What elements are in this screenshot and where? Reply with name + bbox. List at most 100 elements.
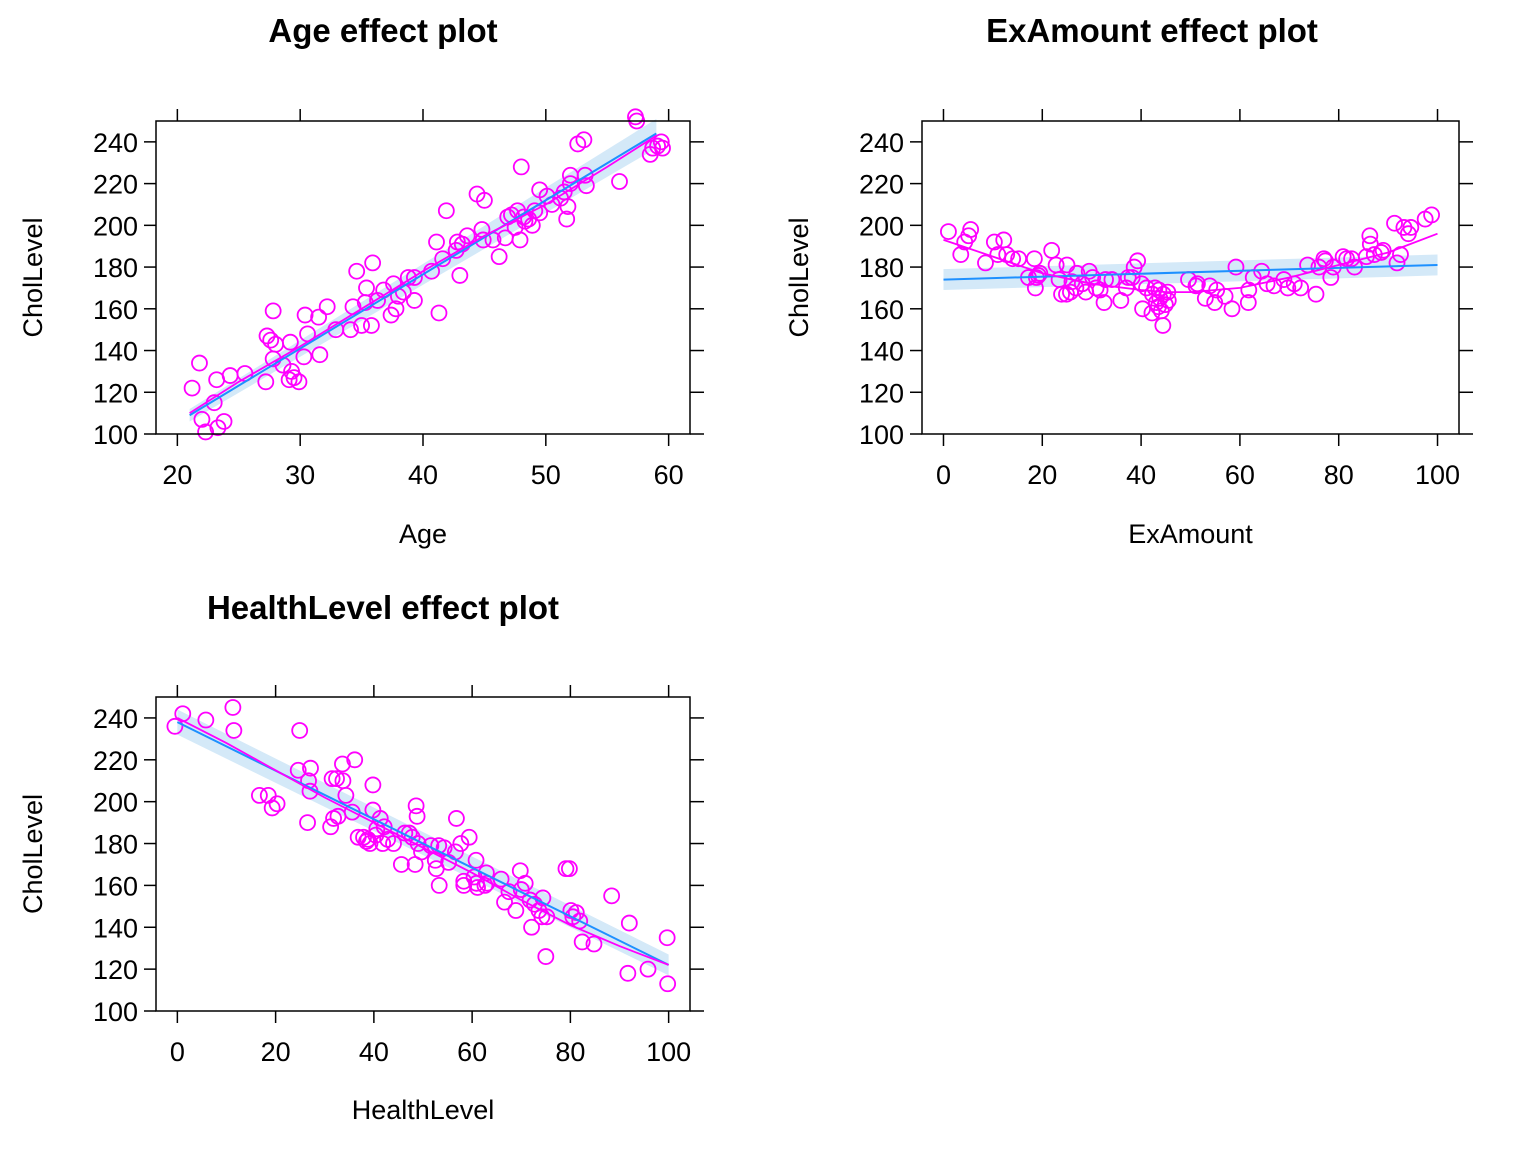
data-point [448, 810, 465, 827]
data-point [989, 246, 1007, 263]
x-tick-label: 80 [1324, 460, 1354, 490]
data-point [452, 835, 470, 852]
data-point [387, 300, 405, 318]
data-point [585, 935, 603, 953]
smooth-line [176, 717, 669, 966]
y-tick-label: 180 [93, 253, 138, 283]
data-point [197, 423, 215, 441]
data-point [225, 722, 243, 739]
y-tick-label: 240 [859, 128, 904, 158]
data-point [451, 267, 469, 284]
data-point [197, 711, 215, 729]
plot-frame [155, 696, 691, 1012]
data-point [392, 856, 410, 873]
data-point [533, 908, 551, 926]
y-tick-label: 120 [93, 378, 138, 408]
data-point [342, 321, 359, 339]
x-tick-label: 30 [285, 460, 315, 490]
data-point [215, 413, 233, 430]
data-point [523, 918, 540, 936]
data-point [467, 851, 485, 869]
data-point [1187, 277, 1205, 295]
data-point [1361, 227, 1379, 245]
data-point [559, 198, 577, 215]
y-tick-label: 200 [859, 211, 904, 241]
data-point [399, 269, 417, 286]
data-point [1388, 254, 1406, 272]
data-point [353, 317, 370, 334]
chart-title: ExAmount effect plot [986, 12, 1318, 49]
data-point [358, 833, 375, 850]
y-tick-label: 100 [93, 420, 138, 450]
data-point [346, 751, 364, 769]
data-point [408, 807, 426, 825]
data-point [654, 139, 671, 157]
data-point [512, 158, 530, 176]
data-point [299, 814, 316, 831]
data-point [1402, 219, 1420, 236]
data-point [428, 233, 445, 251]
x-tick-label: 50 [531, 460, 561, 490]
y-tick-label: 120 [859, 378, 904, 408]
x-tick-label: 40 [359, 1037, 389, 1067]
data-point [364, 776, 382, 794]
data-point [1143, 304, 1161, 322]
data-point [224, 699, 242, 716]
data-point [639, 960, 657, 978]
y-tick-label: 240 [93, 704, 138, 734]
data-point [458, 227, 476, 245]
plot-frame [921, 120, 1460, 435]
data-point [1292, 279, 1310, 297]
y-tick-label: 180 [859, 253, 904, 283]
data-point [1223, 300, 1241, 318]
data-point [259, 786, 277, 804]
data-point [295, 348, 313, 366]
data-point [1315, 250, 1333, 268]
data-point [658, 929, 676, 947]
data-point [1322, 269, 1340, 286]
data-point [511, 231, 529, 249]
data-point [1386, 214, 1403, 232]
effect-panel-3: HealthLevel effect plot 0 20 40 60 80 100 100 12… [18, 589, 704, 1125]
y-tick-label: 200 [93, 788, 138, 818]
data-point [1025, 250, 1043, 268]
y-tick-label: 220 [93, 746, 138, 776]
chart-title: Age effect plot [268, 12, 497, 49]
data-point [406, 292, 423, 309]
data-point [264, 302, 282, 320]
data-point [490, 248, 508, 266]
chart-title: HealthLevel effect plot [207, 589, 559, 626]
data-point [573, 933, 591, 951]
smooth-line [943, 232, 1438, 293]
data-point [435, 839, 453, 857]
data-point [409, 835, 427, 852]
data-point [611, 173, 628, 190]
data-point [1374, 241, 1392, 259]
data-point [413, 843, 430, 861]
data-point [476, 191, 493, 209]
data-point [575, 131, 593, 149]
data-point [290, 373, 308, 391]
data-point [374, 835, 392, 852]
y-tick-label: 120 [93, 955, 138, 985]
x-axis-label: HealthLevel [352, 1095, 495, 1125]
x-tick-label: 100 [646, 1037, 691, 1067]
data-point [659, 975, 677, 993]
data-point [394, 283, 412, 301]
data-point [940, 223, 957, 240]
data-point [1119, 269, 1137, 286]
data-point [557, 860, 575, 878]
data-point [267, 335, 285, 353]
data-point [952, 246, 970, 263]
data-point [289, 761, 307, 779]
data-point [358, 279, 375, 297]
data-point [268, 795, 286, 813]
y-tick-label: 140 [93, 337, 138, 367]
data-point [1307, 285, 1325, 303]
data-point [310, 308, 328, 326]
data-point [537, 948, 555, 965]
data-point [1058, 256, 1076, 274]
y-tick-label: 100 [93, 997, 138, 1027]
data-point [337, 786, 355, 804]
x-tick-label: 0 [170, 1037, 185, 1067]
